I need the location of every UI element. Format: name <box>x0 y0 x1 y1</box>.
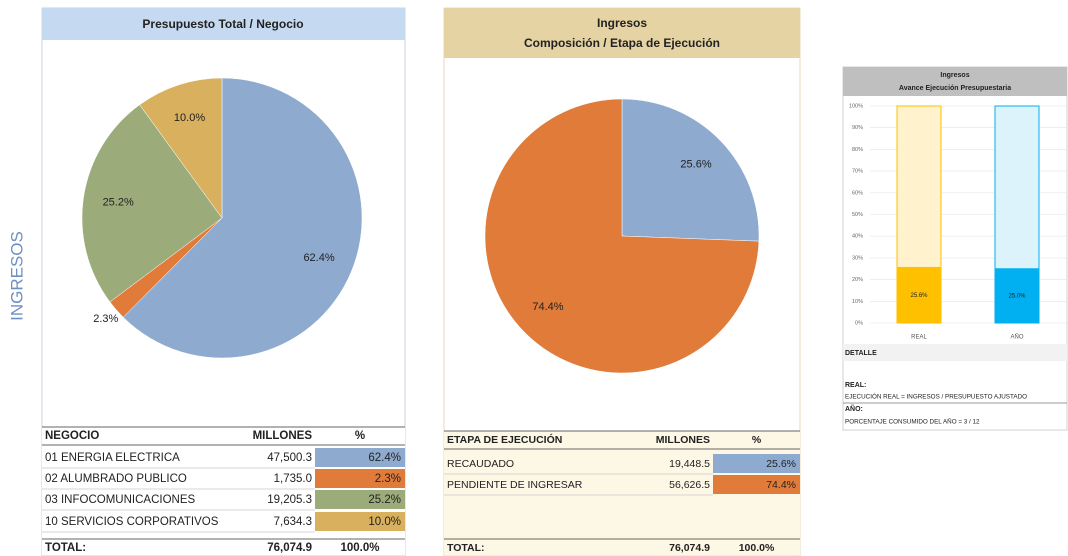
table-cell: 25.2% <box>368 494 401 506</box>
pie-slice <box>484 98 760 374</box>
bar <box>896 105 942 268</box>
pie-slice <box>122 77 363 359</box>
percent-cell <box>713 454 800 473</box>
chart-subtitle: Avance Ejecución Presupuestaria <box>899 85 1011 92</box>
data-label: 25.6% <box>680 159 711 171</box>
y-tick-label: 70% <box>852 169 863 175</box>
table-cell: MILLONES <box>656 434 710 446</box>
detail-header <box>843 344 1067 361</box>
panel-header <box>444 8 800 58</box>
chart-subtitle: Composición / Etapa de Ejecución <box>524 36 720 50</box>
x-tick-label: REAL <box>911 335 927 341</box>
table-cell: 2.3% <box>375 473 401 485</box>
y-tick-label: 100% <box>849 103 863 109</box>
table-cell: % <box>752 434 762 446</box>
table-cell: 47,500.3 <box>267 452 312 464</box>
table-cell: 7,634.3 <box>274 516 312 528</box>
table-cell: 02 ALUMBRADO PUBLICO <box>45 473 187 485</box>
data-label: 25.0% <box>1008 293 1026 299</box>
chart-title: Ingresos <box>940 72 969 79</box>
percent-cell <box>713 475 800 494</box>
table-cell: MILLONES <box>253 430 313 442</box>
table-cell: % <box>355 430 365 442</box>
data-label: 25.2% <box>103 196 134 208</box>
table-cell: 03 INFOCOMUNICACIONES <box>45 494 195 506</box>
detail-title: DETALLE <box>845 350 877 357</box>
table-cell: 56,626.5 <box>669 479 710 491</box>
data-label: 62.4% <box>303 252 334 264</box>
table-cell: 100.0% <box>340 542 379 554</box>
table-cell: PENDIENTE DE INGRESAR <box>447 479 583 491</box>
table-cell: 01 ENERGIA ELECTRICA <box>45 452 180 464</box>
percent-cell <box>315 448 405 467</box>
y-tick-label: 20% <box>852 277 863 283</box>
bar <box>896 266 942 324</box>
pie-slice <box>621 98 760 242</box>
y-tick-label: 80% <box>852 147 863 153</box>
panel-header <box>42 8 405 40</box>
table-cell: 1,735.0 <box>274 473 312 485</box>
side-label: INGRESOS <box>7 231 26 321</box>
detail-text: PORCENTAJE CONSUMIDO DEL AÑO = 3 / 12 <box>845 417 980 426</box>
data-label: 2.3% <box>93 313 118 325</box>
table-cell: 76,074.9 <box>669 542 710 554</box>
percent-cell <box>315 490 405 509</box>
data-label: 74.4% <box>532 301 563 313</box>
pie-slice <box>139 77 223 219</box>
panel-header <box>843 67 1067 96</box>
y-tick-label: 60% <box>852 190 863 196</box>
y-tick-label: 30% <box>852 255 863 261</box>
table-cell: 10.0% <box>368 516 401 528</box>
percent-cell <box>315 469 405 488</box>
table-cell: 76,074.9 <box>267 542 312 554</box>
bar <box>994 105 1040 270</box>
table-cell: 74.4% <box>766 479 796 491</box>
y-tick-label: 10% <box>852 299 863 305</box>
table-cell: 19,448.5 <box>669 458 710 470</box>
table-cell: TOTAL: <box>447 542 485 554</box>
table-cell: 10 SERVICIOS CORPORATIVOS <box>45 516 219 528</box>
detail-label: REAL: <box>845 382 866 389</box>
chart-title: Ingresos <box>597 16 647 30</box>
table-cell: 19,205.3 <box>267 494 312 506</box>
y-tick-label: 0% <box>855 320 863 326</box>
table-cell: NEGOCIO <box>45 430 99 442</box>
chart-title: Presupuesto Total / Negocio <box>142 17 303 31</box>
y-tick-label: 50% <box>852 212 863 218</box>
pie-slice <box>81 104 223 303</box>
detail-text: EJECUCIÓN REAL = INGRESOS / PRESUPUESTO … <box>845 392 1027 401</box>
table-cell: 100.0% <box>739 542 775 554</box>
data-label: 10.0% <box>174 112 205 124</box>
y-tick-label: 40% <box>852 234 863 240</box>
table-cell: TOTAL: <box>45 542 86 554</box>
table-cell: 25.6% <box>766 458 796 470</box>
table-cell: RECAUDADO <box>447 458 514 470</box>
x-tick-label: AÑO <box>1010 334 1023 341</box>
detail-label: AÑO: <box>845 404 863 413</box>
y-tick-label: 90% <box>852 125 863 131</box>
data-label: 25.6% <box>910 293 928 299</box>
percent-cell <box>315 512 405 531</box>
table-cell: ETAPA DE EJECUCIÓN <box>447 433 562 446</box>
table-cell: 62.4% <box>368 452 401 464</box>
